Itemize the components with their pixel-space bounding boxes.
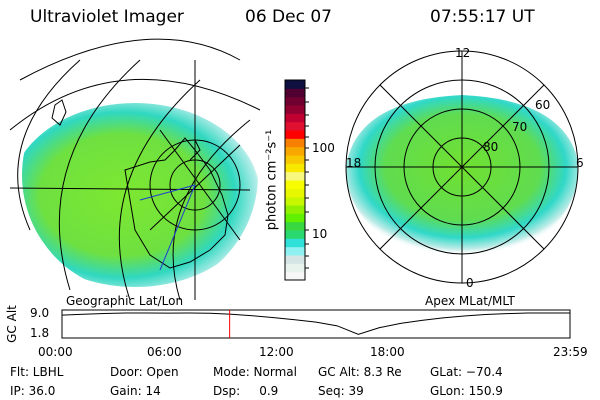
timeline-xtick: 12:00 [259,345,294,359]
colorbar-swatch [285,163,305,173]
apex-panel-label: Apex MLat/MLT [425,294,515,308]
colorbar-swatch [285,171,305,181]
status-glon: GLon: 150.9 [430,384,503,398]
status-dsp: Dsp: 0.9 [213,384,279,398]
mlat-60: 60 [535,98,551,112]
colorbar-frame [284,79,306,281]
colorbar-swatch [285,188,305,198]
status-ip: IP: 36.0 [10,384,56,398]
apex-grid [345,50,579,284]
mlt-6: 6 [576,156,584,170]
date-label: 06 Dec 07 [245,7,332,27]
instrument-title: Ultraviolet Imager [30,7,184,27]
geographic-map [22,103,258,287]
timeline-xtick: 18:00 [370,345,405,359]
colorbar-swatch [285,205,305,214]
status-gain: Gain: 14 [110,384,161,398]
colorbar-swatch [285,138,305,148]
timeline-ytick-max: 9.0 [30,306,50,320]
status-gc-alt: GC Alt: 8.3 Re [318,365,402,379]
colorbar-swatch [285,113,305,123]
colorbar-swatch [285,88,305,98]
altitude-line [61,312,570,335]
status-mode: Mode: Normal [213,365,297,379]
colorbar-swatch [285,246,305,256]
timeline-xtick: 23:59 [553,345,588,359]
colorbar-swatch [285,238,305,248]
colorbar-swatch [285,121,305,131]
colorbar-swatch [285,130,305,139]
colorbar-swatch [285,230,305,239]
mlt-18: 18 [346,156,362,170]
colorbar-swatch [285,96,305,106]
time-label: 07:55:17 UT [430,7,535,27]
colorbar-tick-100: 100 [312,141,335,155]
blue-meridians [139,184,196,271]
colorbar-unit: photon cm⁻²s⁻¹ [264,129,280,231]
timeline-ytick-min: 1.8 [30,326,50,340]
colorbar-swatch [285,80,305,89]
timeline-xtick: 06:00 [147,345,182,359]
mlt-12: 12 [455,46,471,60]
status-filter: Flt: LBHL [10,365,64,379]
colorbar [285,80,305,281]
colorbar-swatch [285,196,305,206]
status-seq: Seq: 39 [318,384,364,398]
colorbar-swatch [285,255,305,264]
status-glat: GLat: −70.4 [430,365,503,379]
coastline [51,99,229,269]
colorbar-tick-10: 10 [312,227,328,241]
mlat-80: 80 [483,140,499,154]
colorbar-ticks [305,87,309,269]
colorbar-swatch [285,213,305,223]
colorbar-swatch [285,105,305,114]
colorbar-swatch [285,221,305,231]
colorbar-swatch [285,180,305,189]
colorbar-swatch [285,155,305,164]
mlt-0: 0 [466,276,474,290]
timeline-ylabel: GC Alt [5,305,19,343]
mlat-70: 70 [512,120,528,134]
colorbar-swatch [285,263,305,273]
status-door: Door: Open [110,365,179,379]
geo-panel-label: Geographic Lat/Lon [66,294,184,308]
colorbar-swatch [285,271,305,281]
timeline-xtick: 00:00 [38,345,73,359]
colorbar-swatch [285,146,305,156]
